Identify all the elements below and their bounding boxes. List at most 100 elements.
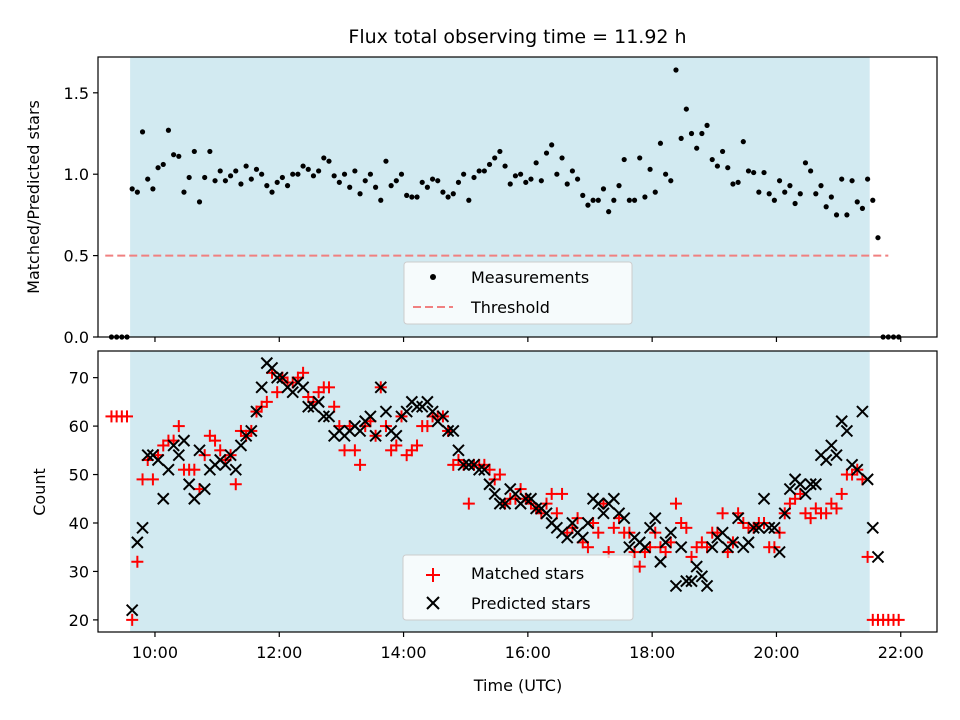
predicted-star-point — [234, 439, 248, 452]
measurement-point — [776, 178, 783, 184]
measurement-point — [574, 176, 581, 182]
measurement-point — [600, 186, 607, 192]
measurement-point — [155, 165, 161, 171]
predicted-star-point — [509, 487, 522, 501]
measurement-point — [388, 183, 394, 189]
legend-threshold-label: Threshold — [470, 298, 550, 317]
top-ytick-label: 0.0 — [64, 328, 89, 347]
predicted-star-point — [607, 492, 621, 505]
bottom-xtick-label: 18:00 — [629, 643, 675, 662]
predicted-star-point — [529, 502, 543, 515]
measurement-point — [160, 161, 166, 168]
measurement-point — [372, 184, 379, 190]
chart-title: Flux total observing time = 11.92 h — [348, 26, 686, 48]
measurement-point — [284, 183, 291, 189]
predicted-star-point — [695, 570, 709, 583]
predicted-star-point — [317, 410, 331, 423]
measurement-point — [833, 212, 840, 218]
predicted-star-point — [830, 448, 843, 462]
predicted-star-point — [125, 603, 139, 617]
matched-star-point — [338, 444, 351, 457]
matched-star-point — [716, 507, 729, 520]
measurement-point — [699, 130, 705, 137]
predicted-star-point — [742, 536, 755, 549]
predicted-star-point — [488, 487, 501, 501]
matched-star-point — [669, 497, 682, 510]
predicted-star-point — [592, 497, 605, 510]
predicted-star-point — [649, 511, 662, 525]
predicted-star-point — [462, 458, 476, 472]
predicted-star-point — [374, 381, 387, 394]
predicted-star-point — [680, 574, 693, 588]
measurement-point — [481, 168, 487, 174]
predicted-star-point — [322, 410, 336, 423]
predicted-star-point — [270, 371, 284, 384]
matched-star-point — [271, 386, 284, 399]
predicted-star-point — [659, 536, 672, 549]
predicted-star-point — [498, 497, 512, 510]
predicted-star-point — [136, 521, 149, 535]
measurement-point — [533, 160, 539, 166]
matched-star-point — [830, 502, 843, 515]
measurement-point — [787, 183, 793, 189]
measurement-point — [466, 197, 472, 203]
measurement-point — [191, 148, 197, 155]
legend-measurements-marker — [430, 274, 436, 280]
measurement-point — [134, 189, 140, 195]
measurement-point — [865, 176, 871, 182]
measurement-point — [543, 150, 550, 156]
matched-star-point — [322, 381, 335, 394]
measurement-point — [196, 199, 203, 205]
measurement-point — [274, 179, 280, 185]
measurement-point — [129, 186, 135, 192]
top-axes-frame — [97, 56, 938, 338]
measurement-point — [518, 171, 524, 177]
predicted-star-point — [353, 424, 367, 438]
bottom-xtick-label: 22:00 — [878, 643, 924, 662]
measurement-point — [611, 197, 617, 203]
predicted-star-point — [700, 579, 714, 593]
matched-star-point — [209, 434, 222, 447]
top-ylabel: Matched/Predicted stars — [24, 100, 43, 294]
predicted-star-point — [654, 555, 667, 568]
bottom-ytick-label: 60 — [69, 417, 89, 436]
measurement-point — [688, 130, 695, 137]
measurement-point — [238, 181, 244, 187]
bottom-xtick-label: 20:00 — [753, 643, 799, 662]
bottom-xticks: 10:00 12:00 14:00 16:00 18:00 20:00 22:00 — [132, 632, 924, 662]
measurement-point — [150, 186, 156, 192]
measurement-point — [347, 184, 353, 190]
matched-star-point — [861, 550, 874, 563]
measurement-point — [269, 189, 275, 195]
measurement-point — [714, 163, 721, 169]
matched-star-point — [354, 458, 367, 471]
matched-star-point — [260, 395, 273, 408]
matched-star-point — [229, 478, 242, 491]
predicted-star-point — [597, 507, 610, 520]
matched-star-point — [545, 487, 558, 500]
measurement-point — [813, 191, 819, 197]
measurement-point — [393, 178, 399, 184]
measurement-point — [782, 189, 788, 195]
matched-star-point — [633, 560, 646, 573]
predicted-star-point — [835, 415, 848, 428]
predicted-star-point — [172, 448, 185, 462]
top-points — [108, 67, 902, 340]
predicted-star-point — [674, 541, 688, 554]
predicted-star-point — [426, 405, 439, 418]
matched-star-point — [607, 521, 620, 534]
predicted-star-point — [312, 395, 325, 409]
measurement-point — [678, 135, 684, 141]
top-ytick-label: 1.5 — [64, 84, 89, 103]
predicted-star-point — [623, 541, 636, 554]
predicted-star-point — [519, 492, 532, 505]
measurement-point — [171, 152, 177, 158]
measurement-point — [409, 194, 415, 200]
matched-star-point — [121, 410, 134, 423]
measurement-point — [336, 179, 342, 185]
measurement-point — [300, 163, 306, 169]
measurement-point — [176, 153, 182, 159]
matched-star-point — [146, 473, 159, 486]
predicted-star-point — [400, 405, 413, 418]
